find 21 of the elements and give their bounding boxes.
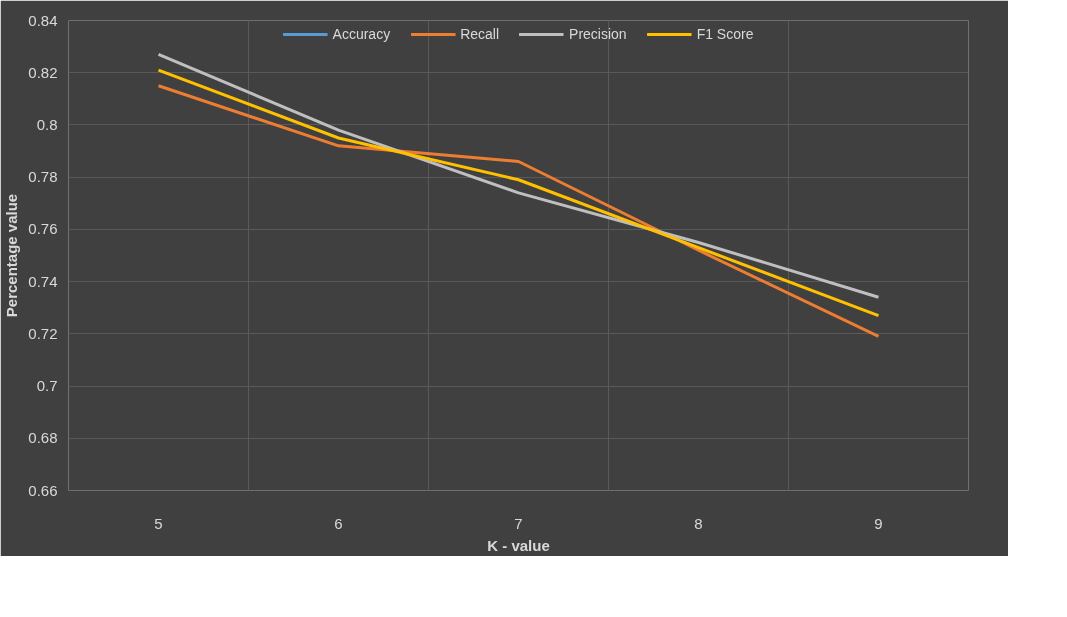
x-tick-label: 9: [874, 514, 883, 532]
y-tick-label: 0.78: [28, 168, 58, 186]
x-tick-label: 6: [334, 514, 343, 532]
legend-label: F1 Score: [696, 26, 754, 42]
x-tick-label: 8: [694, 514, 703, 532]
y-axis-title: Percentage value: [3, 193, 21, 318]
y-tick-label: 0.66: [28, 481, 58, 499]
x-axis-title: K - value: [487, 536, 550, 554]
x-tick-label: 5: [154, 514, 163, 532]
legend-label: Recall: [460, 26, 500, 42]
y-tick-label: 0.7: [36, 377, 58, 395]
x-tick-label: 7: [514, 514, 523, 532]
y-tick-label: 0.68: [28, 429, 58, 447]
y-tick-label: 0.84: [28, 11, 58, 29]
y-tick-label: 0.8: [36, 115, 58, 133]
y-tick-label: 0.82: [28, 63, 58, 81]
y-tick-label: 0.76: [28, 220, 58, 238]
legend-label: Accuracy: [332, 26, 391, 42]
y-tick-label: 0.74: [28, 272, 58, 290]
y-tick-label: 0.72: [28, 324, 58, 342]
legend-label: Precision: [569, 26, 627, 42]
